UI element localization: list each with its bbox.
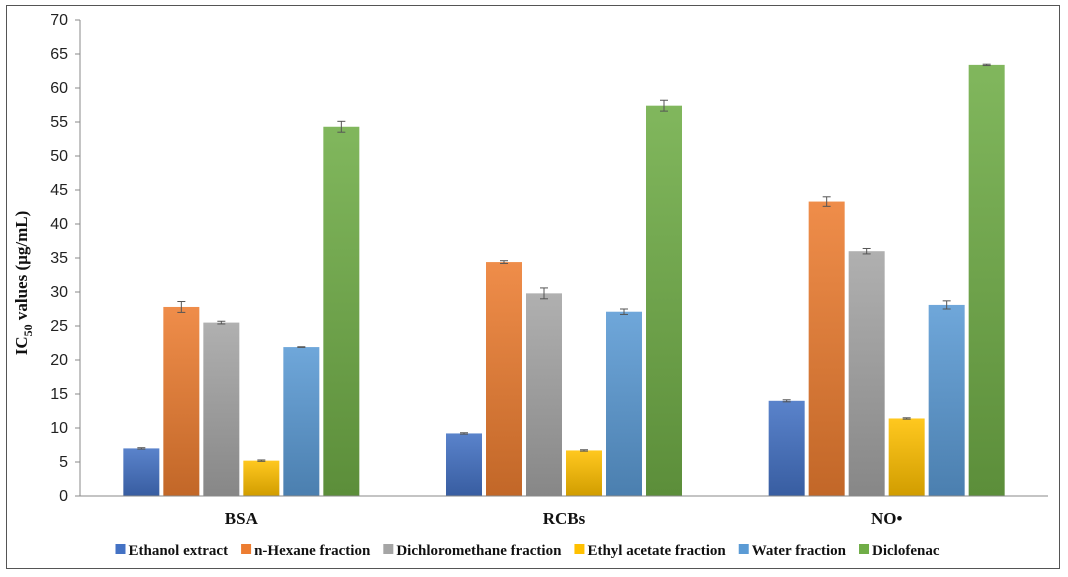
legend-label: Water fraction: [752, 543, 847, 559]
bar: [203, 322, 240, 496]
bar: [163, 306, 200, 496]
bar: [848, 251, 885, 496]
bar: [123, 448, 160, 496]
y-axis-label: IC50 values (µg/mL): [12, 211, 35, 356]
legend-label: Dichloromethane fraction: [396, 543, 562, 559]
bar: [283, 347, 320, 496]
legend-swatch: [574, 544, 585, 554]
y-tick-label: 70: [50, 12, 68, 29]
y-tick-label: 15: [50, 386, 68, 403]
y-tick-label: 30: [50, 284, 68, 301]
bar: [606, 311, 642, 496]
y-tick-label: 25: [50, 318, 68, 335]
legend-swatch: [115, 544, 126, 554]
bar: [928, 304, 965, 496]
bar: [888, 418, 925, 496]
bar: [323, 126, 360, 496]
category-label: BSA: [225, 509, 259, 528]
legend-label: Diclofenac: [872, 543, 940, 559]
bar: [768, 400, 805, 496]
legend-swatch: [738, 544, 749, 554]
bar: [566, 450, 602, 496]
legend-label: Ethanol extract: [129, 543, 229, 559]
bar: [968, 64, 1005, 496]
y-axis: 0 5 10 15 20 25 30 35 40 45 50 55 60 65 70: [50, 12, 81, 505]
legend-swatch: [241, 544, 252, 554]
bar: [486, 262, 522, 496]
bar: [808, 201, 845, 496]
y-tick-label: 50: [50, 148, 68, 165]
legend: Ethanol extract n-Hexane fraction Dichloro…: [115, 543, 940, 559]
y-tick-label: 10: [50, 420, 68, 437]
bar: [243, 460, 280, 496]
y-tick-label: 60: [50, 80, 68, 97]
y-tick-label: 40: [50, 216, 68, 233]
legend-label: n-Hexane fraction: [254, 543, 371, 559]
bars: [123, 63, 1005, 497]
y-tick-label: 0: [59, 488, 68, 505]
legend-swatch: [859, 544, 870, 554]
y-tick-label: 5: [59, 454, 68, 471]
y-tick-label: 20: [50, 352, 68, 369]
legend-label: Ethyl acetate fraction: [587, 543, 726, 559]
y-tick-label: 65: [50, 46, 68, 63]
y-tick-label: 55: [50, 114, 68, 131]
bar: [646, 105, 682, 497]
x-axis: BSA RCBs NO•: [80, 495, 1048, 528]
category-label: RCBs: [543, 509, 586, 528]
bar: [526, 293, 562, 496]
y-tick-label: 45: [50, 182, 68, 199]
category-label: NO•: [871, 509, 903, 528]
y-tick-label: 35: [50, 250, 68, 267]
legend-swatch: [383, 544, 394, 554]
bar: [446, 433, 482, 496]
